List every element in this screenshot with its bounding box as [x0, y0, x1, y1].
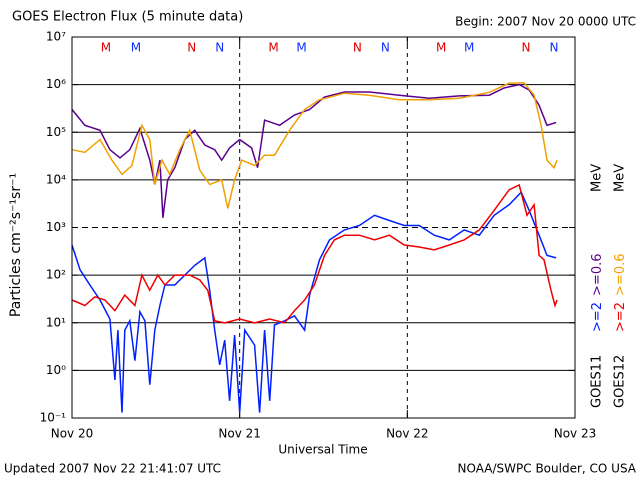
orbit-marker: M [436, 41, 446, 55]
series-line [71, 190, 557, 413]
legend-entry: >=2 >=0.6 [590, 253, 605, 332]
legend-group: GOES12 [613, 355, 628, 408]
legend-unit: MeV [613, 164, 628, 192]
orbit-marker: M [296, 41, 306, 55]
legend-label: >=2 [590, 302, 605, 332]
chart-title: GOES Electron Flux (5 minute data) [12, 10, 243, 25]
y-tick-label: 10⁶ [46, 77, 66, 91]
legend-unit: MeV [590, 164, 605, 192]
series-line [71, 81, 558, 209]
y-tick-label: 10² [46, 268, 66, 282]
y-tick-label: 10⁰ [46, 363, 66, 377]
x-tick-label: Nov 21 [218, 427, 261, 441]
y-tick-label: 10¹ [46, 315, 66, 329]
orbit-marker: N [550, 41, 559, 55]
y-tick-label: 10⁻¹ [40, 411, 67, 425]
orbit-marker: N [353, 41, 362, 55]
y-axis-label: Particles cm⁻²s⁻¹sr⁻¹ [8, 173, 24, 317]
orbit-marker: M [268, 41, 278, 55]
legend-label: >=0.6 [590, 253, 605, 295]
orbit-marker: N [381, 41, 390, 55]
chart-subtitle: Begin: 2007 Nov 20 0000 UTC [455, 15, 636, 29]
legend-label: >=2 [613, 302, 628, 332]
orbit-marker: M [131, 41, 141, 55]
y-tick-label: 10⁵ [46, 125, 66, 139]
series-line [71, 183, 558, 324]
legend-group: GOES11 [590, 355, 605, 408]
y-tick-label: 10³ [46, 220, 66, 234]
x-tick-label: Nov 20 [51, 427, 94, 441]
footer-left: Updated 2007 Nov 22 21:41:07 UTC [4, 462, 221, 476]
footer-right: NOAA/SWPC Boulder, CO USA [458, 462, 637, 476]
orbit-marker: N [187, 41, 196, 55]
orbit-marker: N [215, 41, 224, 55]
series-line [71, 83, 557, 218]
x-tick-label: Nov 23 [554, 427, 597, 441]
orbit-marker: M [464, 41, 474, 55]
legend-entry: >=2 >=0.6 [613, 253, 628, 332]
legend-label: >=0.6 [613, 253, 628, 295]
y-tick-label: 10⁷ [46, 30, 66, 44]
x-tick-label: Nov 22 [386, 427, 429, 441]
orbit-marker: N [522, 41, 531, 55]
y-tick-label: 10⁴ [46, 172, 66, 186]
orbit-marker: M [101, 41, 111, 55]
x-axis-label: Universal Time [278, 443, 367, 457]
plot-frame [71, 36, 576, 419]
